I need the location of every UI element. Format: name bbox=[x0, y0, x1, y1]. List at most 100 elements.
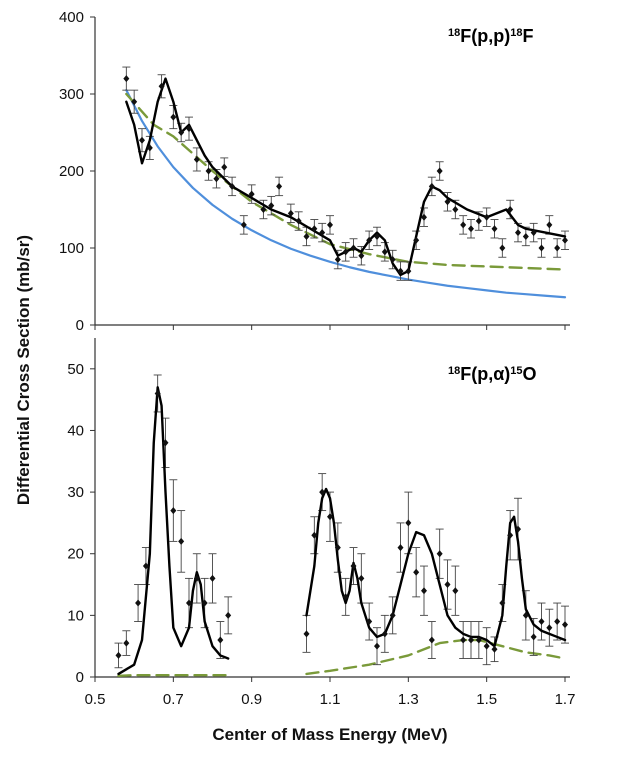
bottom-data-point bbox=[350, 562, 357, 570]
y-axis-title: Differential Cross Section (mb/sr) bbox=[14, 235, 33, 505]
bottom-data-point bbox=[366, 618, 373, 626]
bottom-data-point bbox=[405, 519, 412, 527]
top-data-point bbox=[268, 202, 275, 210]
bottom-data-point bbox=[217, 636, 224, 644]
bottom-x-tick-label: 1.5 bbox=[476, 691, 497, 708]
top-data-point bbox=[193, 155, 200, 163]
bottom-panel-title: 18F(p,α)15O bbox=[448, 364, 537, 384]
bottom-data-point bbox=[123, 639, 130, 647]
bottom-data-point bbox=[499, 599, 506, 607]
bottom-x-tick-label: 0.5 bbox=[85, 691, 106, 708]
top-dashed-curve bbox=[125, 92, 567, 271]
bottom-data-point bbox=[358, 574, 365, 582]
top-data-point bbox=[460, 221, 467, 229]
top-data-point bbox=[213, 175, 220, 183]
bottom-data-point bbox=[381, 630, 388, 638]
top-coulomb-curve bbox=[125, 89, 567, 299]
top-data-point bbox=[186, 125, 192, 133]
top-data-point bbox=[507, 206, 514, 213]
bottom-data-point bbox=[209, 574, 216, 582]
bottom-y-tick-label: 10 bbox=[67, 607, 84, 624]
top-data-point bbox=[499, 244, 506, 252]
top-data-point bbox=[342, 248, 349, 256]
top-data-point bbox=[374, 232, 380, 240]
top-data-point bbox=[248, 190, 255, 198]
bottom-y-tick-label: 50 bbox=[67, 361, 84, 378]
top-data-point bbox=[123, 75, 130, 83]
bottom-data-point bbox=[186, 599, 192, 607]
top-data-point bbox=[522, 232, 529, 240]
bottom-data-point bbox=[515, 525, 521, 533]
top-data-point bbox=[491, 225, 498, 233]
bottom-data-point bbox=[201, 599, 208, 607]
bottom-data-point bbox=[530, 633, 537, 641]
top-data-point bbox=[170, 113, 177, 121]
top-data-point bbox=[366, 236, 373, 244]
bottom-data-point bbox=[154, 389, 161, 397]
bottom-x-tick-label: 1.3 bbox=[398, 691, 419, 708]
bottom-data-point bbox=[538, 618, 545, 626]
bottom-data-point bbox=[342, 593, 349, 601]
bottom-x-tick-label: 1.7 bbox=[555, 691, 576, 708]
top-data-point bbox=[515, 229, 521, 237]
bottom-data-point bbox=[475, 636, 482, 644]
top-data-point bbox=[229, 182, 236, 190]
bottom-y-tick-label: 20 bbox=[67, 546, 84, 563]
bottom-data-point bbox=[460, 636, 467, 644]
top-data-point bbox=[178, 129, 185, 136]
bottom-data-point bbox=[507, 531, 514, 539]
bottom-data-point bbox=[374, 642, 380, 650]
bottom-data-point bbox=[413, 568, 420, 576]
top-data-point bbox=[452, 206, 459, 213]
top-data-point bbox=[546, 221, 553, 229]
top-data-point bbox=[131, 98, 138, 106]
bottom-data-point bbox=[135, 599, 142, 607]
bottom-data-point bbox=[142, 562, 149, 570]
bottom-data-point bbox=[178, 537, 185, 545]
bottom-data-point bbox=[421, 587, 427, 595]
bottom-data-point bbox=[225, 611, 232, 619]
top-data-point bbox=[444, 198, 451, 206]
bottom-fit-curve-high bbox=[305, 487, 567, 648]
bottom-data-point bbox=[562, 621, 568, 629]
top-y-tick-label: 400 bbox=[59, 9, 84, 26]
top-panel: 0 100 200 300 400 18F(p,p)18F bbox=[59, 9, 570, 334]
bottom-data-point bbox=[397, 544, 404, 552]
top-data-point bbox=[146, 144, 153, 152]
top-data-point bbox=[221, 163, 228, 171]
top-data-point bbox=[327, 221, 333, 229]
top-data-point bbox=[428, 182, 435, 190]
bottom-data-point bbox=[389, 611, 396, 619]
top-data-point bbox=[538, 244, 545, 252]
top-data-point bbox=[334, 256, 341, 264]
bottom-data-point bbox=[162, 439, 169, 447]
top-data-point bbox=[287, 209, 294, 217]
top-data-point bbox=[276, 182, 283, 190]
bottom-panel: 0 10 20 30 40 50 0.5 0.7 0.9 1.1 1.3 1.5 1.7 18F(p,α)… bbox=[67, 338, 575, 708]
top-data-point bbox=[421, 213, 427, 221]
bottom-data-point bbox=[311, 531, 318, 539]
bottom-dashed-curve-high bbox=[305, 638, 567, 676]
top-data-point bbox=[483, 213, 490, 221]
top-data-point bbox=[158, 82, 165, 90]
top-data-point bbox=[405, 267, 412, 275]
bottom-data-point bbox=[436, 550, 443, 558]
top-data-point bbox=[562, 236, 568, 244]
bottom-data-point bbox=[554, 618, 561, 626]
bottom-data-point bbox=[444, 581, 451, 589]
top-data-point bbox=[311, 225, 318, 233]
top-y-tick-label: 300 bbox=[59, 86, 84, 103]
bottom-data-point bbox=[115, 651, 122, 659]
bottom-data-point bbox=[303, 630, 310, 638]
top-data-point bbox=[205, 167, 212, 175]
bottom-y-tick-label: 30 bbox=[67, 484, 84, 501]
top-data-point bbox=[303, 232, 310, 240]
top-data-point bbox=[436, 167, 443, 175]
bottom-x-tick-label: 0.7 bbox=[163, 691, 184, 708]
top-panel-title: 18F(p,p)18F bbox=[448, 26, 533, 46]
bottom-data-point bbox=[491, 645, 498, 653]
bottom-data-point bbox=[327, 513, 333, 521]
bottom-data-point bbox=[334, 544, 341, 552]
